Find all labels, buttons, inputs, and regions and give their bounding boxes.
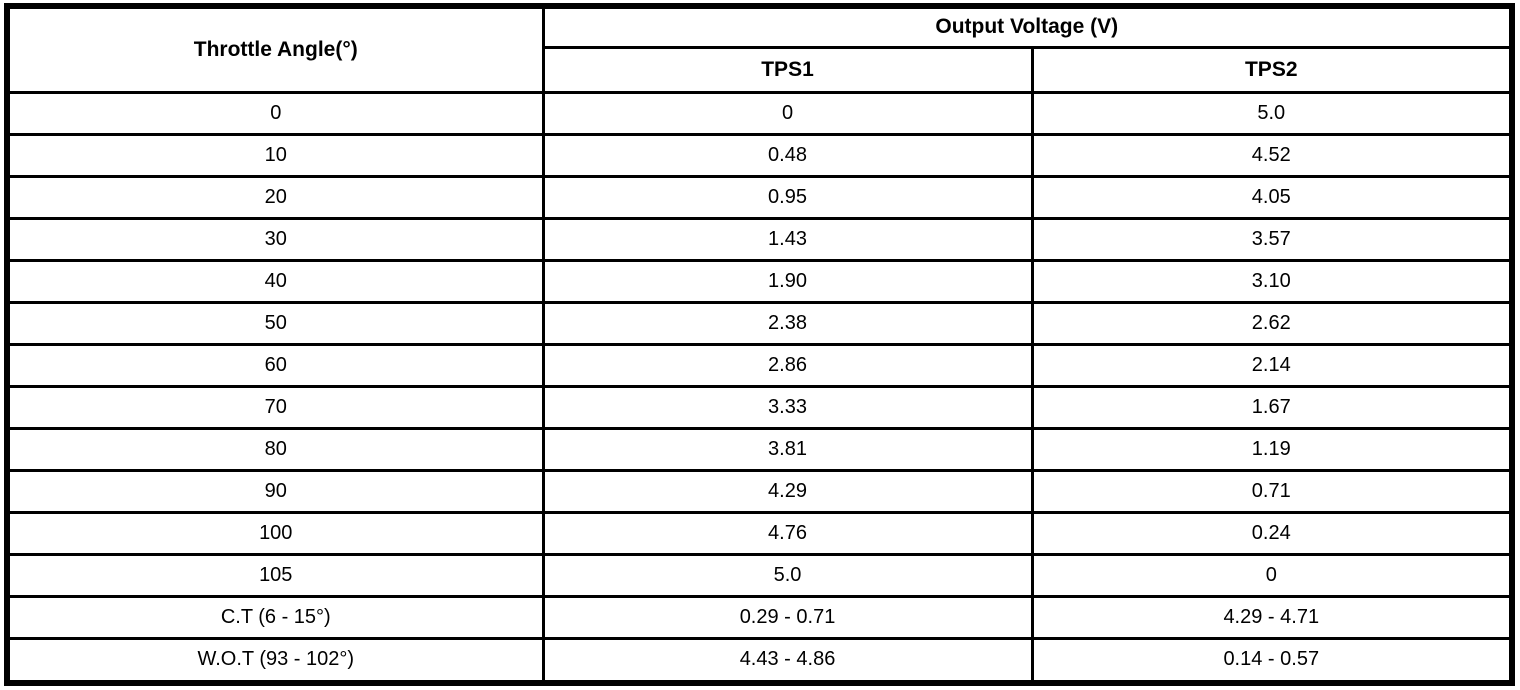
tps1-value-cell: 4.29 — [541, 468, 1034, 514]
throttle-angle-cell: 30 — [5, 216, 545, 262]
tps2-value-cell: 5.0 — [1030, 90, 1514, 136]
tps1-value-cell: 0.48 — [541, 132, 1034, 178]
table-row: W.O.T (93 - 102°) 4.43 - 4.86 0.14 - 0.5… — [5, 636, 1514, 685]
throttle-angle-cell: 80 — [5, 426, 545, 472]
header-row-group: Throttle Angle(°) Output Voltage (V) — [5, 4, 1514, 94]
tps2-value-cell: 3.10 — [1030, 258, 1514, 304]
tps1-header: TPS1 — [541, 45, 1034, 94]
throttle-angle-cell: 10 — [5, 132, 545, 178]
table-row: 90 4.29 0.71 — [5, 468, 1514, 514]
tps1-value-cell: 1.90 — [541, 258, 1034, 304]
throttle-angle-cell: 105 — [5, 552, 545, 598]
table-row: 70 3.33 1.67 — [5, 384, 1514, 430]
tps2-value-cell: 0.14 - 0.57 — [1030, 636, 1514, 685]
tps2-value-cell: 3.57 — [1030, 216, 1514, 262]
throttle-angle-cell: 60 — [5, 342, 545, 388]
tps2-value-cell: 2.62 — [1030, 300, 1514, 346]
table-row: 0 0 5.0 — [5, 90, 1514, 136]
tps1-value-cell: 2.86 — [541, 342, 1034, 388]
throttle-angle-cell: W.O.T (93 - 102°) — [5, 636, 545, 685]
table-row: 80 3.81 1.19 — [5, 426, 1514, 472]
tps-output-voltage-table: Throttle Angle(°) Output Voltage (V) TPS… — [4, 3, 1516, 686]
throttle-angle-cell: 50 — [5, 300, 545, 346]
tps2-value-cell: 0 — [1030, 552, 1514, 598]
throttle-angle-cell: C.T (6 - 15°) — [5, 594, 545, 640]
tps2-value-cell: 1.67 — [1030, 384, 1514, 430]
throttle-angle-cell: 70 — [5, 384, 545, 430]
tps1-value-cell: 5.0 — [541, 552, 1034, 598]
output-voltage-header: Output Voltage (V) — [541, 4, 1514, 49]
table-row: 100 4.76 0.24 — [5, 510, 1514, 556]
tps1-value-cell: 0.95 — [541, 174, 1034, 220]
tps1-value-cell: 4.43 - 4.86 — [541, 636, 1034, 685]
table-row: 20 0.95 4.05 — [5, 174, 1514, 220]
tps1-value-cell: 3.81 — [541, 426, 1034, 472]
table-row: 60 2.86 2.14 — [5, 342, 1514, 388]
table-row: 40 1.90 3.10 — [5, 258, 1514, 304]
tps1-value-cell: 4.76 — [541, 510, 1034, 556]
tps1-value-cell: 1.43 — [541, 216, 1034, 262]
throttle-angle-cell: 90 — [5, 468, 545, 514]
header-row-sub: TPS1 TPS2 — [7, 45, 1514, 94]
tps2-value-cell: 4.29 - 4.71 — [1030, 594, 1514, 640]
tps2-value-cell: 1.19 — [1030, 426, 1514, 472]
tps1-value-cell: 2.38 — [541, 300, 1034, 346]
tps2-value-cell: 0.71 — [1030, 468, 1514, 514]
throttle-angle-cell: 40 — [5, 258, 545, 304]
tps1-value-cell: 3.33 — [541, 384, 1034, 430]
table-row: 30 1.43 3.57 — [5, 216, 1514, 262]
table-row: 10 0.48 4.52 — [5, 132, 1514, 178]
tps2-value-cell: 0.24 — [1030, 510, 1514, 556]
throttle-angle-header: Throttle Angle(°) — [5, 4, 545, 94]
throttle-angle-cell: 0 — [5, 90, 545, 136]
throttle-angle-cell: 20 — [5, 174, 545, 220]
tps1-value-cell: 0 — [541, 90, 1034, 136]
throttle-angle-cell: 100 — [5, 510, 545, 556]
tps2-value-cell: 2.14 — [1030, 342, 1514, 388]
tps2-value-cell: 4.05 — [1030, 174, 1514, 220]
table-row: 50 2.38 2.62 — [5, 300, 1514, 346]
tps2-header: TPS2 — [1030, 45, 1514, 94]
table-row: C.T (6 - 15°) 0.29 - 0.71 4.29 - 4.71 — [5, 594, 1514, 640]
table-row: 105 5.0 0 — [5, 552, 1514, 598]
tps1-value-cell: 0.29 - 0.71 — [541, 594, 1034, 640]
tps2-value-cell: 4.52 — [1030, 132, 1514, 178]
